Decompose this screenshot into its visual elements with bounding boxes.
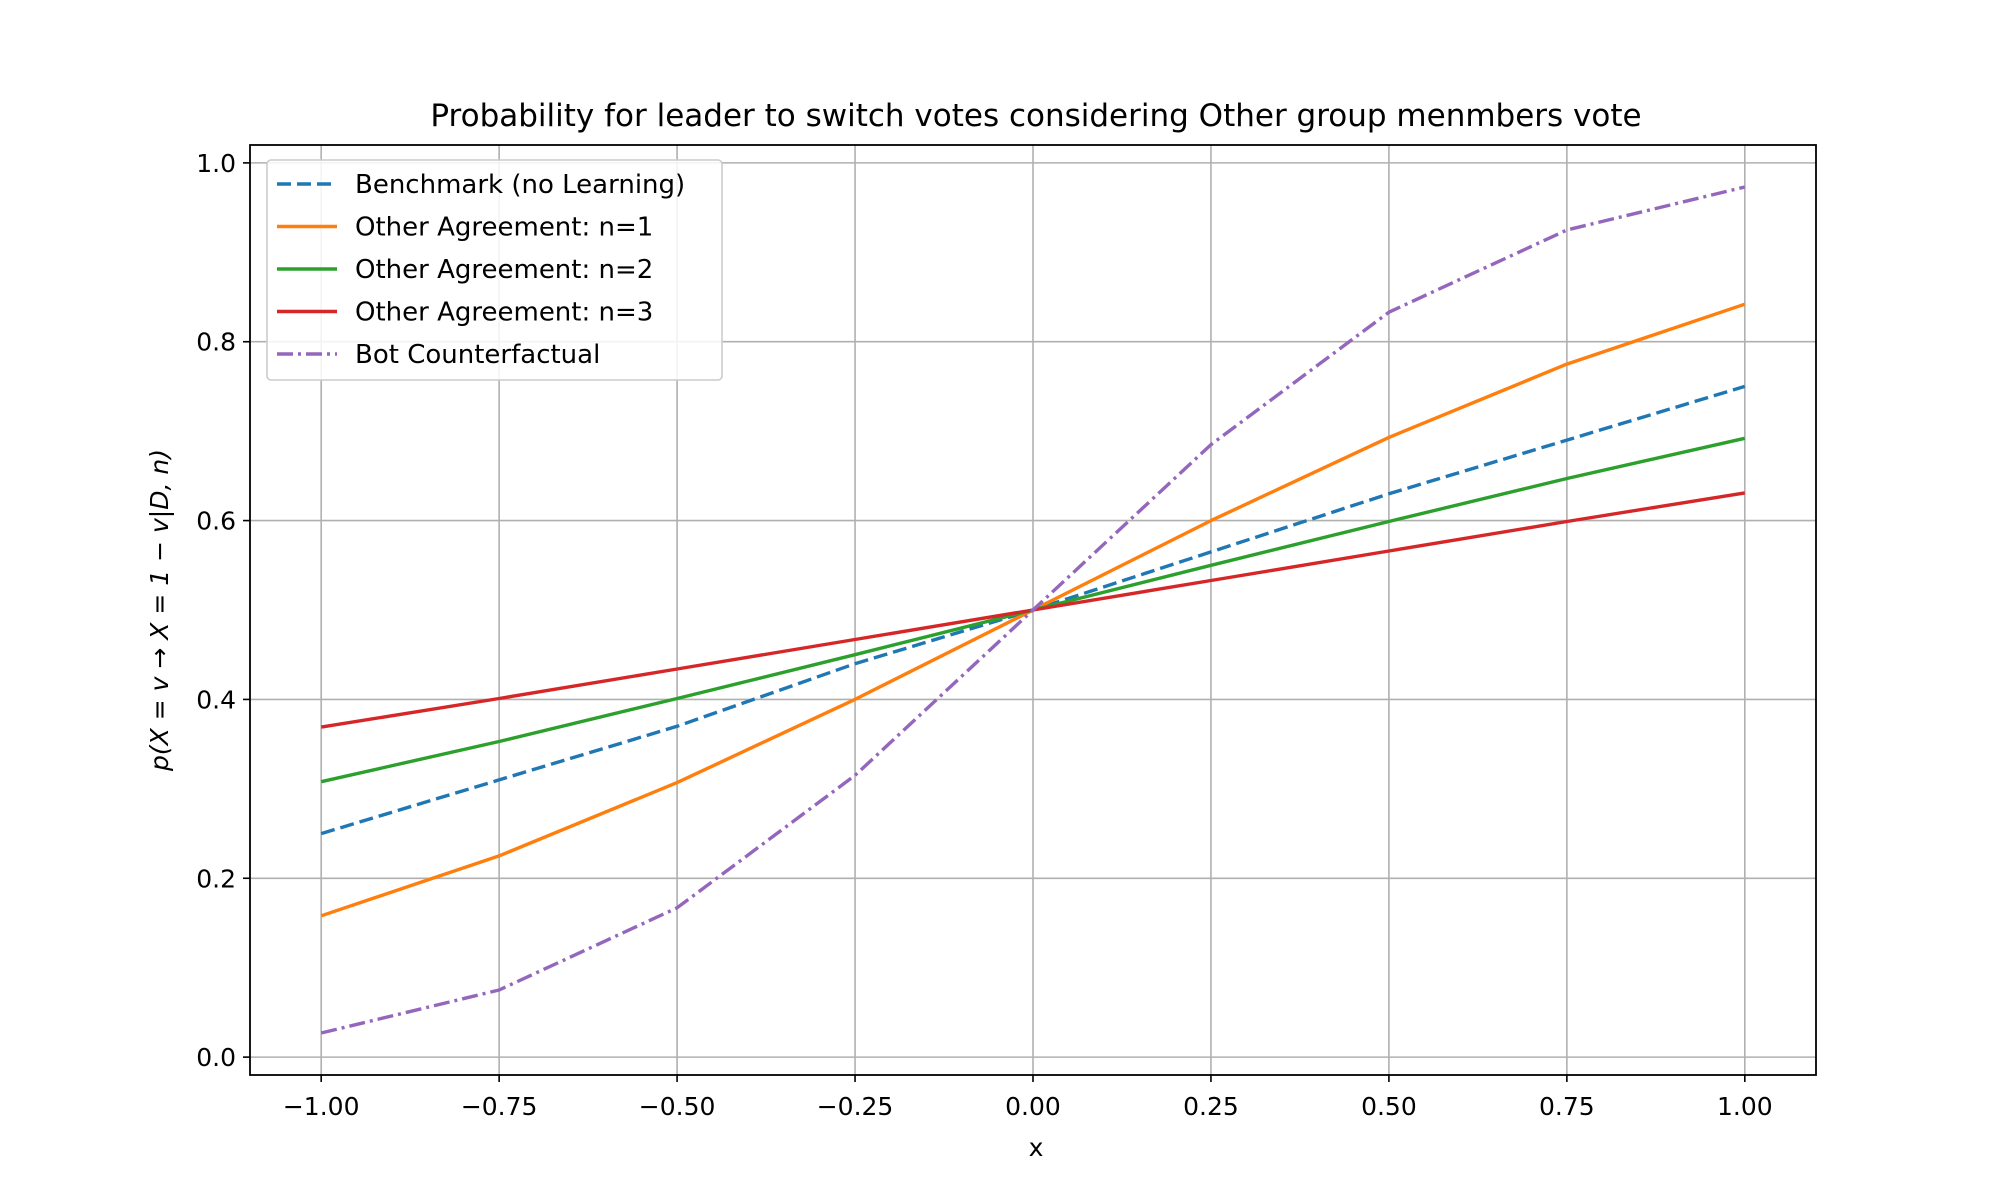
y-tick-label: 1.0 bbox=[196, 149, 236, 178]
y-tick-label: 0.0 bbox=[196, 1043, 236, 1072]
y-tick-label: 0.4 bbox=[196, 685, 236, 714]
chart-title: Probability for leader to switch votes c… bbox=[430, 98, 1641, 134]
x-axis: −1.00 −0.75 −0.50 −0.25 0.00 0.25 0.50 0.75 1.00 bbox=[283, 1075, 1773, 1121]
legend-box bbox=[266, 159, 723, 381]
x-tick-label: −1.00 bbox=[283, 1092, 360, 1121]
x-tick-label: 0.00 bbox=[1005, 1092, 1061, 1121]
legend-label: Bot Counterfactual bbox=[355, 340, 600, 370]
legend-label: Other Agreement: n=3 bbox=[355, 298, 653, 328]
x-tick-label: −0.25 bbox=[817, 1092, 894, 1121]
series-lines bbox=[320, 185, 1746, 1035]
x-tick-label: 0.75 bbox=[1539, 1092, 1595, 1121]
x-tick-label: −0.75 bbox=[461, 1092, 538, 1121]
x-tick-label: −0.50 bbox=[639, 1092, 716, 1121]
legend-label: Other Agreement: n=2 bbox=[355, 255, 653, 285]
x-tick-label: 0.50 bbox=[1361, 1092, 1417, 1121]
y-tick-label: 0.2 bbox=[196, 864, 236, 893]
x-tick-label: 0.25 bbox=[1183, 1092, 1239, 1121]
x-tick-label: 1.00 bbox=[1717, 1092, 1773, 1121]
legend-label: Other Agreement: n=1 bbox=[355, 213, 653, 243]
series-line-5 bbox=[320, 185, 1746, 1035]
y-tick-label: 0.6 bbox=[196, 507, 236, 536]
y-tick-label: 0.8 bbox=[196, 328, 236, 357]
x-axis-label: x bbox=[1029, 1133, 1044, 1162]
legend-label: Benchmark (no Learning) bbox=[355, 170, 685, 200]
y-axis: 0.0 0.2 0.4 0.6 0.8 1.0 bbox=[196, 149, 250, 1072]
legend: Benchmark (no Learning) Other Agreement: … bbox=[266, 159, 723, 381]
y-axis-label: p(X = v → X = 1 − v|D, n) bbox=[145, 449, 174, 772]
